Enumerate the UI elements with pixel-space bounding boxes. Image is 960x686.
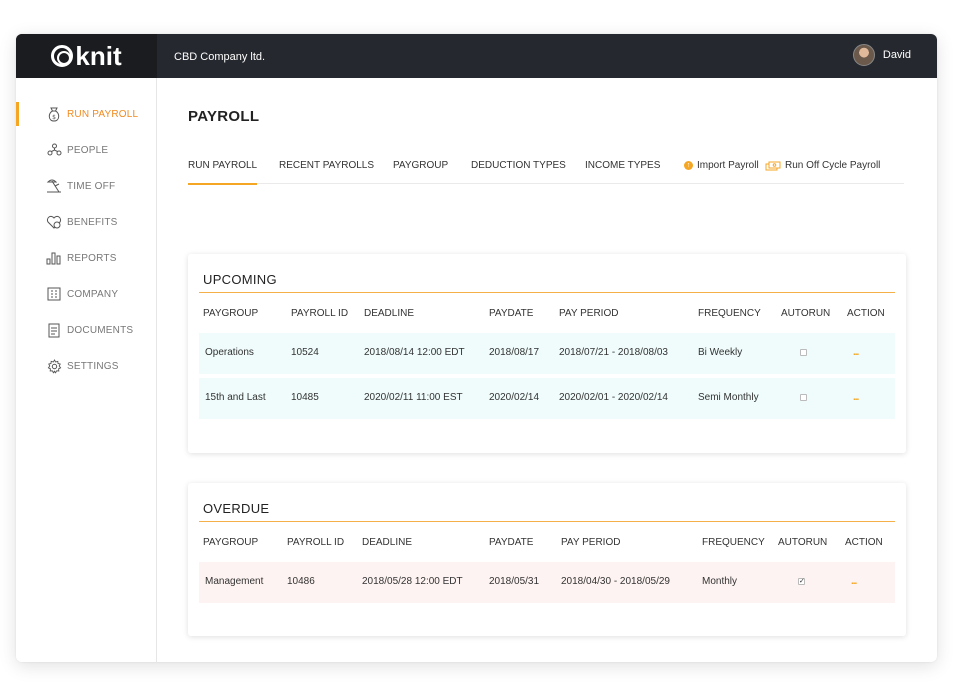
payroll-id-cell: 10486 xyxy=(287,576,315,587)
column-header[interactable]: PAY PERIOD xyxy=(559,308,619,319)
app-window: knit CBD Company ltd. David $ RUN PAYROL… xyxy=(16,34,937,662)
overdue-title: OVERDUE xyxy=(203,501,270,516)
column-header[interactable]: PAYGROUP xyxy=(203,537,259,548)
paydate-cell: 2018/05/31 xyxy=(489,576,540,587)
sidebar-item-label: RUN PAYROLL xyxy=(67,108,139,120)
column-header[interactable]: PAYGROUP xyxy=(203,308,259,319)
column-header[interactable]: PAYDATE xyxy=(489,537,534,548)
logo[interactable]: knit xyxy=(16,34,157,78)
run-off-cycle-label: Run Off Cycle Payroll xyxy=(785,160,881,171)
paygroup-cell: 15th and Last xyxy=(205,392,266,403)
pay-period-cell: 2018/04/30 - 2018/05/29 xyxy=(561,576,670,587)
deadline-cell: 2018/08/14 12:00 EDT xyxy=(364,347,465,358)
column-header[interactable]: PAYROLL ID xyxy=(291,308,349,319)
company-name[interactable]: CBD Company ltd. xyxy=(174,51,266,63)
tab-deduction-types[interactable]: DEDUCTION TYPES xyxy=(471,160,566,171)
sidebar-item-label: COMPANY xyxy=(67,288,119,300)
upcoming-divider xyxy=(199,292,895,293)
column-header[interactable]: FREQUENCY xyxy=(698,308,761,319)
cash-icon xyxy=(765,161,781,171)
column-header[interactable]: ACTION xyxy=(847,308,885,319)
svg-text:$: $ xyxy=(52,114,56,121)
import-payroll-button[interactable]: ↑ Import Payroll xyxy=(684,160,759,171)
upcoming-card: UPCOMING PAYGROUP PAYROLL ID DEADLINE PA… xyxy=(188,254,906,453)
pay-period-cell: 2020/02/01 - 2020/02/14 xyxy=(559,392,668,403)
sidebar-item-benefits[interactable]: BENEFITS xyxy=(16,212,157,232)
column-header[interactable]: PAY PERIOD xyxy=(561,537,621,548)
upload-icon: ↑ xyxy=(684,161,693,170)
page-title: PAYROLL xyxy=(188,108,260,125)
table-row[interactable]: Operations 10524 2018/08/14 12:00 EDT 20… xyxy=(199,333,895,374)
gear-icon xyxy=(46,358,62,374)
user-menu[interactable]: David xyxy=(852,44,911,66)
sidebar: $ RUN PAYROLL PEOPLE TIME OFF BENEFITS xyxy=(16,78,157,662)
column-header[interactable]: PAYROLL ID xyxy=(287,537,345,548)
sidebar-item-label: DOCUMENTS xyxy=(67,324,134,336)
money-bag-icon: $ xyxy=(46,106,62,122)
autorun-checkbox[interactable] xyxy=(800,394,807,401)
import-payroll-label: Import Payroll xyxy=(697,160,759,171)
deadline-cell: 2020/02/11 11:00 EST xyxy=(364,392,463,403)
column-header[interactable]: AUTORUN xyxy=(781,308,831,319)
people-icon xyxy=(46,142,62,158)
paygroup-cell: Operations xyxy=(205,347,254,358)
sidebar-item-label: TIME OFF xyxy=(67,180,116,192)
action-menu-button[interactable]: ... xyxy=(853,392,859,403)
benefits-icon xyxy=(46,214,62,230)
active-indicator xyxy=(16,102,19,126)
autorun-checkbox[interactable] xyxy=(800,349,807,356)
sidebar-item-people[interactable]: PEOPLE xyxy=(16,140,157,160)
tab-bar: RUN PAYROLL RECENT PAYROLLS PAYGROUP DED… xyxy=(188,160,904,185)
column-header[interactable]: AUTORUN xyxy=(778,537,828,548)
sidebar-item-time-off[interactable]: TIME OFF xyxy=(16,176,157,196)
tab-run-payroll[interactable]: RUN PAYROLL xyxy=(188,160,258,185)
knit-logo-icon xyxy=(51,45,74,67)
sidebar-item-run-payroll[interactable]: $ RUN PAYROLL xyxy=(16,104,157,124)
logo-text: knit xyxy=(75,40,122,71)
column-header[interactable]: FREQUENCY xyxy=(702,537,765,548)
deadline-cell: 2018/05/28 12:00 EDT xyxy=(362,576,463,587)
table-row[interactable]: 15th and Last 10485 2020/02/11 11:00 EST… xyxy=(199,378,895,419)
autorun-checkbox[interactable]: ✓ xyxy=(798,578,805,585)
tab-recent-payrolls[interactable]: RECENT PAYROLLS xyxy=(279,160,375,171)
building-icon xyxy=(46,286,62,302)
pay-period-cell: 2018/07/21 - 2018/08/03 xyxy=(559,347,668,358)
frequency-cell: Bi Weekly xyxy=(698,347,743,358)
table-row[interactable]: Management 10486 2018/05/28 12:00 EDT 20… xyxy=(199,562,895,603)
run-off-cycle-payroll-button[interactable]: Run Off Cycle Payroll xyxy=(765,160,880,171)
sidebar-item-documents[interactable]: DOCUMENTS xyxy=(16,320,157,340)
payroll-id-cell: 10524 xyxy=(291,347,319,358)
column-header[interactable]: PAYDATE xyxy=(489,308,534,319)
column-header[interactable]: DEADLINE xyxy=(362,537,413,548)
main-content: PAYROLL RUN PAYROLL RECENT PAYROLLS PAYG… xyxy=(158,78,937,662)
frequency-cell: Monthly xyxy=(702,576,738,587)
upcoming-title: UPCOMING xyxy=(203,272,277,287)
sidebar-item-label: PEOPLE xyxy=(67,144,109,156)
tab-paygroup[interactable]: PAYGROUP xyxy=(393,160,449,171)
column-header[interactable]: ACTION xyxy=(845,537,883,548)
overdue-card: OVERDUE PAYGROUP PAYROLL ID DEADLINE PAY… xyxy=(188,483,906,636)
paydate-cell: 2020/02/14 xyxy=(489,392,540,403)
top-bar: knit CBD Company ltd. David xyxy=(16,34,937,78)
bar-chart-icon xyxy=(46,250,62,266)
sidebar-item-reports[interactable]: REPORTS xyxy=(16,248,157,268)
user-name[interactable]: David xyxy=(882,49,911,61)
paygroup-cell: Management xyxy=(205,576,264,587)
column-header[interactable]: DEADLINE xyxy=(364,308,415,319)
paydate-cell: 2018/08/17 xyxy=(489,347,540,358)
beach-icon xyxy=(46,178,62,194)
overdue-divider xyxy=(199,521,895,522)
frequency-cell: Semi Monthly xyxy=(698,392,759,403)
sidebar-item-company[interactable]: COMPANY xyxy=(16,284,157,304)
avatar[interactable] xyxy=(852,44,875,66)
sidebar-item-label: BENEFITS xyxy=(67,216,118,228)
document-icon xyxy=(46,322,62,338)
action-menu-button[interactable]: ... xyxy=(853,347,859,358)
action-menu-button[interactable]: ... xyxy=(851,576,857,587)
tab-income-types[interactable]: INCOME TYPES xyxy=(585,160,661,171)
payroll-id-cell: 10485 xyxy=(291,392,319,403)
sidebar-item-label: SETTINGS xyxy=(67,360,119,372)
sidebar-item-label: REPORTS xyxy=(67,252,117,264)
sidebar-item-settings[interactable]: SETTINGS xyxy=(16,356,157,376)
